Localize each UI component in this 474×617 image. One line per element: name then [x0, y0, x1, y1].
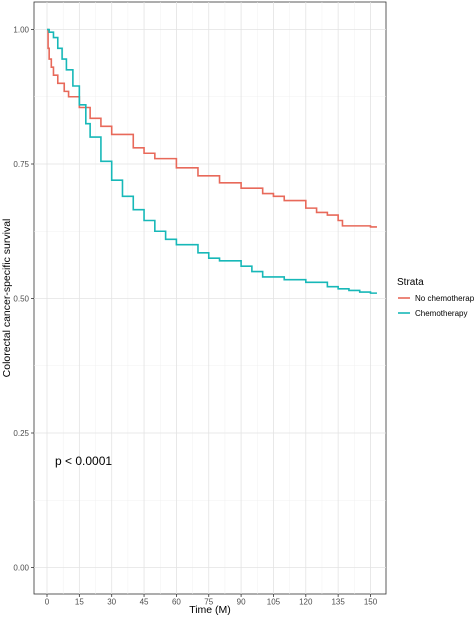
panel-background	[33, 1, 387, 595]
y-tick-label: 0.25	[13, 429, 29, 438]
p-value-annotation: p < 0.0001	[55, 454, 112, 468]
x-tick-label: 60	[172, 598, 181, 607]
x-tick-label: 150	[364, 598, 378, 607]
legend-label-no-chemotherapy: No chemotherapy	[415, 294, 474, 303]
x-tick-label: 45	[140, 598, 149, 607]
y-tick-label: 0.00	[13, 564, 29, 573]
y-axis-title: Colorectal cancer-specific survival	[1, 219, 13, 378]
y-tick-label: 0.75	[13, 160, 29, 169]
legend: Strata No chemotherapy Chemotherapy	[397, 277, 474, 318]
y-axis-ticks: 0.00 0.25 0.50 0.75 1.00	[13, 26, 34, 573]
legend-title: Strata	[397, 277, 424, 288]
legend-label-chemotherapy: Chemotherapy	[415, 309, 467, 318]
x-axis-ticks: 0 15 30 45 60 75 90 105 120 135 150	[45, 594, 378, 607]
y-tick-label: 0.50	[13, 295, 29, 304]
survival-curve-no-chemotherapy	[47, 28, 377, 228]
x-tick-label: 30	[107, 598, 116, 607]
x-tick-label: 15	[75, 598, 84, 607]
x-tick-label: 105	[267, 598, 281, 607]
x-tick-label: 0	[45, 598, 50, 607]
x-tick-label: 135	[331, 598, 345, 607]
grid-lines	[34, 2, 386, 594]
x-tick-label: 75	[204, 598, 213, 607]
x-axis-title: Time (M)	[189, 604, 231, 616]
x-tick-label: 90	[237, 598, 246, 607]
y-tick-label: 1.00	[13, 26, 29, 35]
x-tick-label: 120	[299, 598, 313, 607]
series-lines	[47, 28, 377, 294]
survival-curve-chemotherapy	[47, 28, 377, 294]
